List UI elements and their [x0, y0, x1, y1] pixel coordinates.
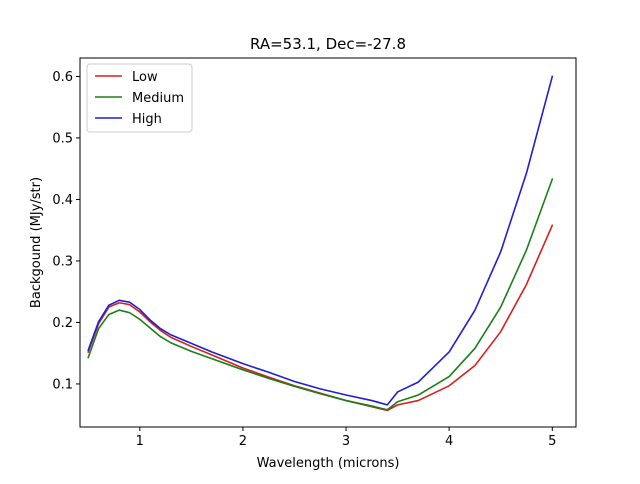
x-tick-label: 2 [239, 434, 247, 449]
x-tick-label: 1 [136, 434, 144, 449]
x-axis-ticks: 1 2 3 4 5 [136, 427, 556, 449]
legend: Low Medium High [86, 63, 193, 133]
legend-label-high: High [132, 112, 162, 127]
y-tick-label: 0.3 [52, 254, 73, 269]
y-tick-label: 0.1 [52, 377, 73, 392]
y-axis-ticks: 0.1 0.2 0.3 0.4 0.5 0.6 [52, 70, 80, 392]
series-lines [87, 75, 554, 412]
y-tick-label: 0.6 [52, 70, 73, 85]
chart-title: RA=53.1, Dec=-27.8 [250, 35, 406, 53]
x-axis-label: Wavelength (microns) [257, 456, 400, 471]
series-line-high [87, 75, 554, 406]
legend-frame [86, 63, 193, 133]
series-line-low [87, 224, 554, 412]
y-tick-label: 0.4 [52, 193, 73, 208]
legend-label-medium: Medium [132, 91, 184, 106]
y-tick-label: 0.2 [52, 316, 73, 331]
y-axis-label: Backgound (MJy/str) [29, 177, 44, 308]
legend-label-low: Low [132, 70, 158, 85]
x-tick-label: 5 [548, 434, 556, 449]
y-tick-label: 0.5 [52, 131, 73, 146]
x-tick-label: 4 [445, 434, 453, 449]
series-line-medium [87, 178, 554, 411]
plot-area-frame [79, 57, 577, 428]
x-tick-label: 3 [342, 434, 350, 449]
